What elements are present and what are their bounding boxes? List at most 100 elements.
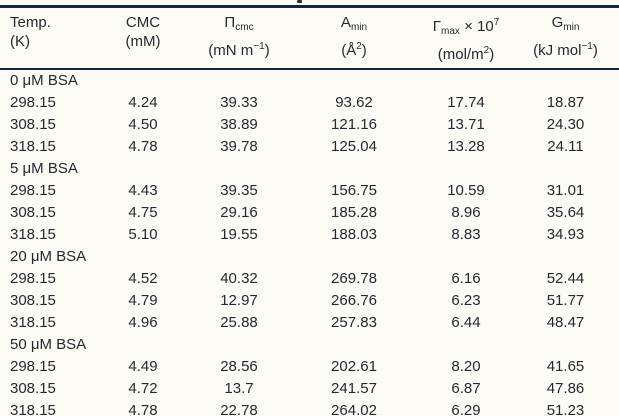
table-cell: 25.88 — [220, 314, 258, 331]
header-pi-unit: (mN m — [208, 42, 254, 59]
table-row: 308.15 4.75 29.16 185.28 8.96 35.64 — [0, 202, 619, 224]
table-cell: 4.52 — [128, 270, 158, 287]
header-pi-unit-exponent: −1 — [253, 41, 265, 52]
table-cell: 4.79 — [128, 292, 158, 309]
header-gamma-symbol: Γ — [432, 18, 441, 35]
table-cell: 12.97 — [220, 292, 258, 309]
table-cell: 28.56 — [220, 358, 258, 375]
header-gamma-subscript: max — [441, 26, 460, 37]
table-row: 298.15 4.49 28.56 202.61 8.20 41.65 — [0, 356, 619, 378]
header-row: Temp. (K) CMC (mM) Πcmc (mN m−1) Amin (Å… — [0, 7, 619, 70]
table-cell: 31.01 — [546, 182, 585, 199]
table-cell: 241.57 — [331, 380, 377, 397]
table-cell: 4.24 — [128, 94, 158, 111]
table-cell: 298.15 — [10, 358, 56, 375]
table-cell: 308.15 — [10, 292, 56, 309]
table-row: 298.15 4.43 39.35 156.75 10.59 31.01 — [0, 180, 619, 202]
caption-remnant — [297, 0, 302, 3]
section-label: 20 μM BSA — [10, 248, 87, 265]
section-label: 50 μM BSA — [10, 336, 87, 353]
header-a-unit-close: ) — [361, 42, 367, 59]
table-cell: 308.15 — [10, 380, 56, 397]
table-cell: 4.78 — [128, 138, 158, 155]
table-cell: 8.20 — [451, 358, 481, 375]
header-g-unit-exponent: −1 — [581, 41, 593, 52]
table-cell: 298.15 — [10, 94, 56, 111]
table-cell: 188.03 — [331, 226, 377, 243]
table-cell: 13.7 — [224, 380, 254, 397]
table-header: Temp. (K) CMC (mM) Πcmc (mN m−1) Amin (Å… — [0, 7, 619, 70]
table-row: 298.15 4.24 39.33 93.62 17.74 18.87 — [0, 92, 619, 114]
table-cell: 125.04 — [331, 138, 377, 155]
header-temp-unit: (K) — [10, 33, 30, 50]
table-row: 318.15 5.10 19.55 188.03 8.83 34.93 — [0, 224, 619, 246]
table-cell: 202.61 — [331, 358, 377, 375]
table-cell: 22.78 — [220, 402, 258, 416]
header-cmc-label: CMC — [125, 14, 161, 31]
table-cell: 41.65 — [546, 358, 585, 375]
table-cell: 264.02 — [331, 402, 377, 416]
header-gamma-unit: (mol/m — [437, 46, 484, 63]
table-cell: 17.74 — [447, 94, 485, 111]
table-cell: 6.44 — [451, 314, 481, 331]
header-g-unit-close: ) — [592, 42, 598, 59]
table-cell: 318.15 — [10, 138, 56, 155]
table-cell: 4.96 — [128, 314, 158, 331]
header-gamma-factor: × 10 — [459, 18, 494, 35]
header-gamma-exponent: 7 — [493, 17, 500, 28]
table-cell: 4.75 — [128, 204, 158, 221]
table-body: 0 μM BSA 298.15 4.24 39.33 93.62 17.74 18.87 30… — [0, 69, 619, 416]
table-cell: 40.32 — [220, 270, 258, 287]
table-cell: 35.64 — [546, 204, 585, 221]
table-row: 318.15 4.78 22.78 264.02 6.29 51.23 — [0, 400, 619, 416]
table-cell: 298.15 — [10, 270, 56, 287]
table-cell: 308.15 — [10, 116, 56, 133]
table-cell: 13.28 — [447, 138, 485, 155]
header-pi-unit-close: ) — [264, 42, 270, 59]
table-cell: 24.11 — [547, 138, 584, 155]
header-temp: Temp. (K) — [0, 7, 96, 70]
table-cell: 47.86 — [546, 380, 585, 397]
table-cell: 39.33 — [220, 94, 258, 111]
table-cell: 266.76 — [331, 292, 377, 309]
header-g-unit: (kJ mol — [533, 42, 582, 59]
table-cell: 6.16 — [451, 270, 481, 287]
section-row: 0 μM BSA — [0, 69, 619, 92]
table-cell: 185.28 — [331, 204, 377, 221]
header-g-min: Gmin (kJ mol−1) — [512, 7, 619, 70]
header-gamma-unit-close: ) — [489, 46, 495, 63]
table-cell: 257.83 — [331, 314, 377, 331]
header-cmc-unit: (mM) — [125, 33, 161, 50]
table-cell: 6.23 — [451, 292, 481, 309]
section-row: 20 μM BSA — [0, 246, 619, 268]
table-cell: 51.23 — [546, 402, 585, 416]
table-cell: 39.78 — [220, 138, 258, 155]
table-cell: 8.83 — [451, 226, 481, 243]
table-row: 318.15 4.96 25.88 257.83 6.44 48.47 — [0, 312, 619, 334]
table-cell: 5.10 — [128, 226, 158, 243]
table-cell: 8.96 — [451, 204, 481, 221]
data-table: Temp. (K) CMC (mM) Πcmc (mN m−1) Amin (Å… — [0, 5, 619, 416]
section-label: 0 μM BSA — [10, 72, 78, 89]
table-cell: 19.55 — [220, 226, 258, 243]
table-cell: 4.50 — [128, 116, 158, 133]
table-cell: 298.15 — [10, 182, 56, 199]
section-label: 5 μM BSA — [10, 160, 78, 177]
table-row: 308.15 4.72 13.7 241.57 6.87 47.86 — [0, 378, 619, 400]
table-cell: 318.15 — [10, 314, 56, 331]
table-cell: 6.29 — [451, 402, 481, 416]
header-a-unit: (Å — [341, 42, 357, 59]
table-cell: 121.16 — [331, 116, 377, 133]
table-cell: 4.78 — [128, 402, 158, 416]
header-pi-cmc: Πcmc (mN m−1) — [190, 7, 288, 70]
header-gamma-max: Γmax × 107 (mol/m2) — [420, 7, 512, 70]
table-cell: 51.77 — [546, 292, 585, 309]
table-cell: 39.35 — [220, 182, 258, 199]
header-a-subscript: min — [350, 22, 368, 33]
table-cell: 4.72 — [128, 380, 158, 397]
table-cell: 318.15 — [10, 402, 56, 416]
header-g-subscript: min — [563, 22, 580, 33]
table-cell: 18.87 — [546, 94, 585, 111]
table-cell: 29.16 — [220, 204, 258, 221]
